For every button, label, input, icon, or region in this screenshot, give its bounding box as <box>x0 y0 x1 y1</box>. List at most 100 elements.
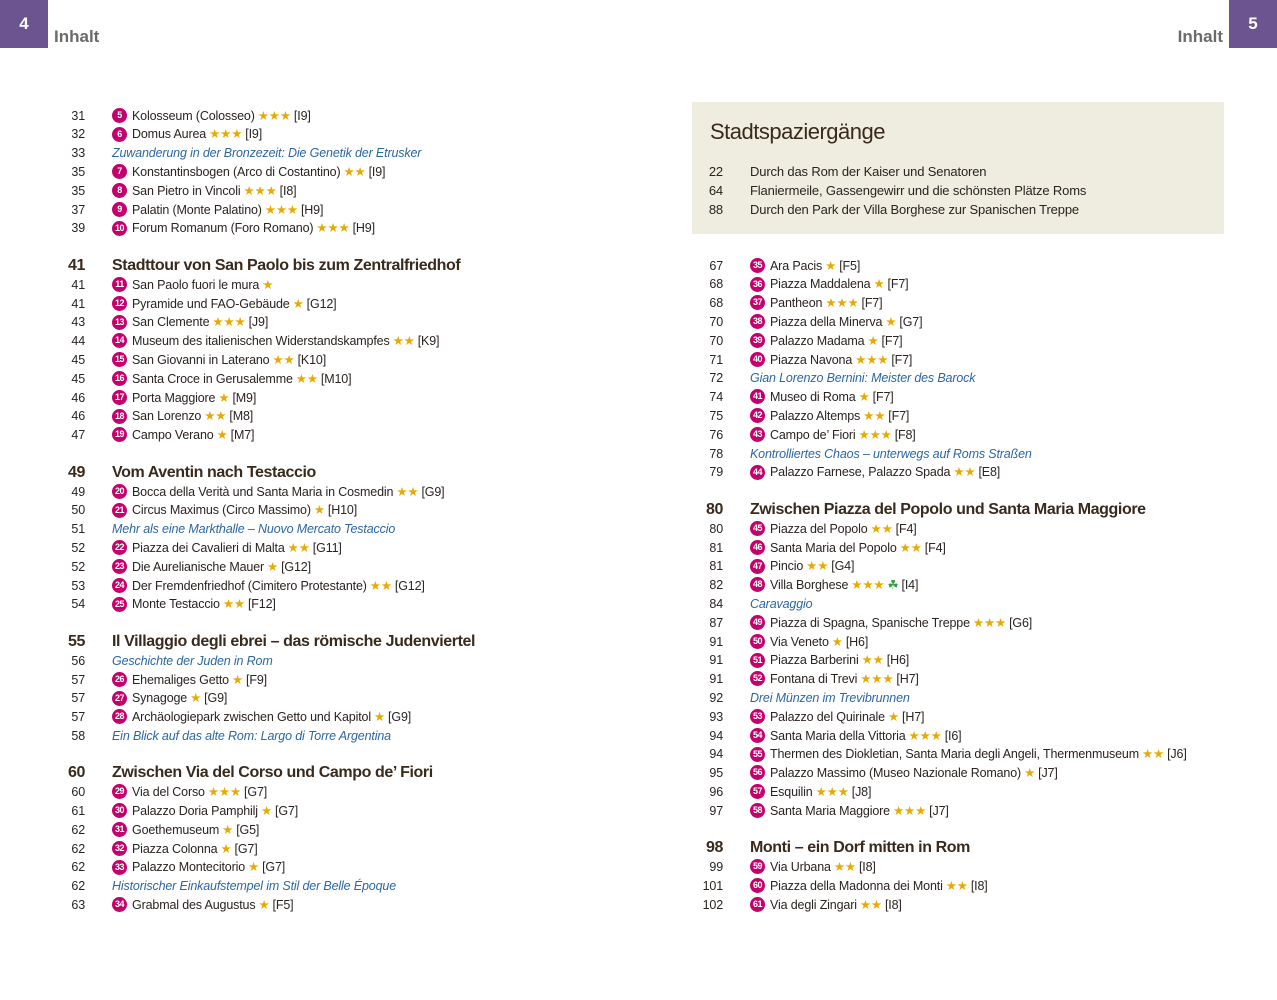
rating: ★ <box>373 710 386 725</box>
rating: ★ <box>260 804 272 819</box>
map-ref: [H9] <box>300 202 324 217</box>
page-ref: 62 <box>71 822 85 837</box>
map-ref: [H7] <box>902 709 925 724</box>
entry: 21 Circus Maximus (Circo Massimo) ★ [H10] <box>112 501 357 520</box>
sight-name: Esquilin <box>770 784 813 799</box>
rating: ★ <box>220 841 232 856</box>
entry: 9 Palatin (Monte Palatino) ★★★ [H9] <box>112 201 323 220</box>
entry: Kontrolliertes Chaos – unterwegs auf Rom… <box>750 445 1032 464</box>
number-badge: 9 <box>112 201 127 217</box>
entry: Historischer Einkaufstempel im Stil der … <box>112 877 396 896</box>
number-badge: 19 <box>112 427 127 443</box>
sight-name: Santa Maria del Popolo <box>770 540 897 555</box>
entry: 23 Die Aurelianische Mauer ★ [G12] <box>112 558 311 577</box>
page-ref: 54 <box>71 597 85 612</box>
number-badge: 55 <box>750 746 765 762</box>
map-ref: [I8] <box>884 897 902 912</box>
rating: ★★★ <box>257 108 291 123</box>
sight-name: Archäologiepark zwischen Getto und Kapit… <box>132 710 371 725</box>
rating: ★★★ <box>316 221 350 236</box>
section-title: Zwischen Piazza del Popolo und Santa Mar… <box>750 500 1146 518</box>
page-ref: 95 <box>709 766 723 781</box>
sight-name: San Paolo fuori le mura <box>132 277 260 292</box>
rating: ★ <box>267 559 279 574</box>
number-badge: 34 <box>112 897 127 913</box>
sight-name: Palazzo Farnese, Palazzo Spada <box>770 465 951 480</box>
sight-name: Piazza Navona <box>770 352 853 367</box>
number-badge: 39 <box>750 332 765 348</box>
sight-name: Palazzo Doria Pamphilj <box>132 804 258 819</box>
sight-name: Piazza della Minerva <box>770 314 883 329</box>
entry: Drei Münzen im Trevibrunnen <box>750 689 910 708</box>
rating: ★ <box>825 258 837 273</box>
map-ref: [H9] <box>352 221 375 236</box>
map-ref: [G7] <box>899 314 923 329</box>
rating: ★★★ <box>209 127 243 142</box>
page-ref: 92 <box>709 690 723 705</box>
rating: ★★ <box>945 878 968 893</box>
page-ref: 70 <box>709 314 723 329</box>
rating: ★★ <box>369 578 392 593</box>
entry: 12 Pyramide und FAO-Gebäude ★ [G12] <box>112 295 337 314</box>
map-ref: [G7] <box>262 860 286 875</box>
walk-title: Durch den Park der Villa Borghese zur Sp… <box>750 201 1079 217</box>
map-ref: [F7] <box>888 408 910 423</box>
page-ref: 94 <box>709 728 723 743</box>
rating: ★★★ <box>825 296 859 311</box>
rating: ★★ <box>1141 747 1165 762</box>
map-ref: [I8] <box>970 878 988 893</box>
number-badge: 27 <box>112 690 127 706</box>
map-ref: [I8] <box>279 183 297 198</box>
rating: ★★ <box>392 334 415 349</box>
page-ref: 80 <box>709 521 723 536</box>
section-title: Il Villaggio degli ebrei – das römische … <box>112 632 476 650</box>
sight-name: Forum Romanum (Foro Romano) <box>132 221 314 236</box>
rating: ★ <box>248 860 260 875</box>
page-ref: 49 <box>68 463 85 481</box>
page-ref: 47 <box>71 428 85 443</box>
sight-name: Santa Maria della Vittoria <box>770 728 906 743</box>
rating: ★★ <box>396 484 419 499</box>
entry: 44 Palazzo Farnese, Palazzo Spada ★★ [E8] <box>750 463 1000 482</box>
entry: 61 Via degli Zingari ★★ [I8] <box>750 896 902 915</box>
number-badge: 31 <box>112 822 127 838</box>
map-ref: [F8] <box>894 427 916 442</box>
sight-name: Via Veneto <box>770 634 829 649</box>
sight-name: Museo di Roma <box>770 390 856 405</box>
entry: 54 Santa Maria della Vittoria ★★★ [I6] <box>750 727 962 746</box>
sight-name: Porta Maggiore <box>132 390 216 405</box>
entry: 28 Archäologiepark zwischen Getto und Kap… <box>112 708 411 727</box>
section-title: Zwischen Via del Corso und Campo de’ Fio… <box>112 764 433 782</box>
page-ref: 99 <box>709 860 723 875</box>
rating: ★★ <box>204 409 227 424</box>
map-ref: [G7] <box>234 841 258 856</box>
entry: 34 Grabmal des Augustus ★ [F5] <box>112 896 294 915</box>
rating: ★★ <box>272 352 295 367</box>
rating: ★★★ <box>860 672 894 687</box>
walk-title: Flaniermeile, Gassengewirr und die schön… <box>750 182 1087 198</box>
number-badge: 26 <box>112 671 127 687</box>
rating: ★★ <box>287 540 310 555</box>
entry: 43 Campo de’ Fiori ★★★ [F8] <box>750 426 916 445</box>
rating: ★★★ <box>207 785 242 800</box>
feature-title: Kontrolliertes Chaos – unterwegs auf Rom… <box>750 446 1032 461</box>
sight-name: Palatin (Monte Palatino) <box>132 202 262 217</box>
map-ref: [G9] <box>388 710 412 725</box>
entry: 13 San Clemente ★★★ [J9] <box>112 313 268 332</box>
sight-name: Konstantinsbogen (Arco di Costantino) <box>132 164 341 179</box>
entry: 50 Via Veneto ★ [H6] <box>750 633 868 652</box>
sight-name: San Pietro in Vincoli <box>132 183 241 198</box>
number-badge: 60 <box>750 878 765 894</box>
page-ref: 81 <box>709 540 723 555</box>
rating: ★★★ <box>815 784 849 799</box>
number-badge: 52 <box>750 671 765 687</box>
page-ref: 57 <box>71 672 85 687</box>
number-badge: 47 <box>750 558 765 574</box>
map-ref: [G7] <box>275 804 299 819</box>
page-ref: 39 <box>71 221 85 236</box>
feature-title: Drei Münzen im Trevibrunnen <box>750 690 910 705</box>
number-badge: 42 <box>750 408 765 424</box>
map-ref: [G12] <box>394 578 425 593</box>
header-title: Inhalt <box>1177 27 1223 46</box>
